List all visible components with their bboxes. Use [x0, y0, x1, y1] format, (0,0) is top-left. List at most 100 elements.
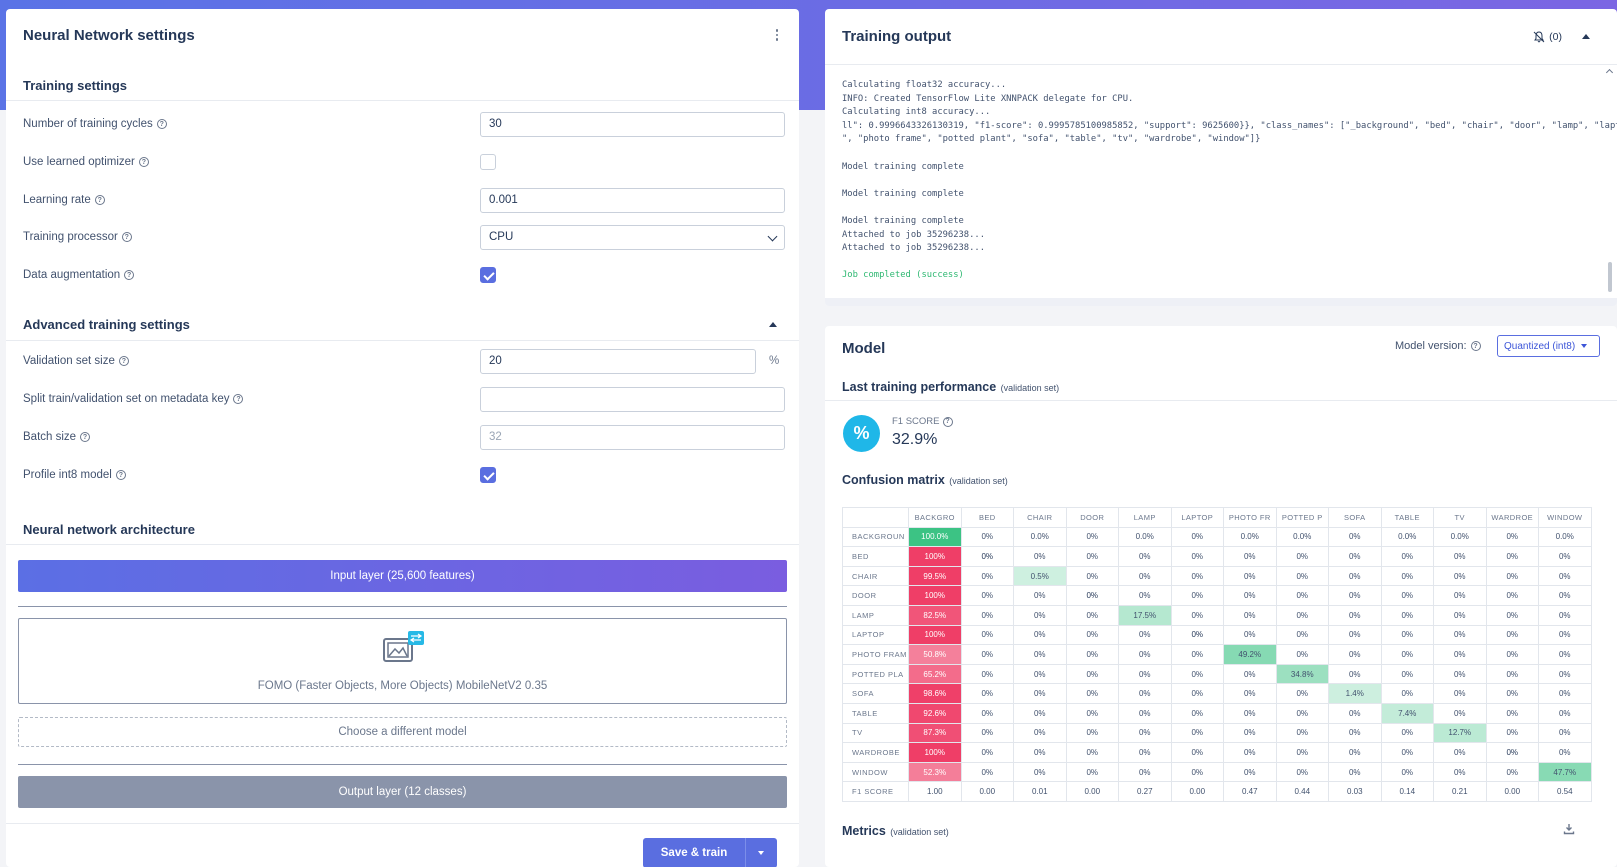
output-layer[interactable]: Output layer (12 classes) [18, 776, 787, 808]
image-swap-icon [380, 629, 426, 665]
cm-f1-cell: 0.03 [1328, 781, 1382, 802]
cm-cell: 0% [1170, 702, 1224, 724]
cm-row-header: LAPTOP [842, 624, 909, 646]
chevron-down-icon [758, 851, 764, 855]
log-line: Calculating float32 accuracy... [842, 80, 1007, 90]
validation-input[interactable]: 20 [480, 348, 756, 374]
f1-value: 32.9% [892, 431, 938, 448]
collapse-icon[interactable] [1582, 34, 1590, 39]
cm-cell: 0% [1380, 585, 1434, 606]
augmentation-checkbox[interactable] [480, 267, 496, 283]
cm-cell: 0% [1485, 761, 1539, 783]
cm-cell: 0% [1275, 742, 1329, 763]
scrollbar-thumb[interactable] [1608, 262, 1612, 292]
cm-f1-row: F1 SCORE 1.00 0.00 0.01 0.00 0.27 0.00 0.47 0.44… [842, 781, 1592, 802]
save-train-button[interactable]: Save & train [643, 838, 745, 867]
profile-int8-checkbox[interactable] [480, 467, 496, 483]
processor-select[interactable]: CPU [480, 224, 785, 250]
help-icon[interactable]: ? [118, 356, 129, 366]
notifications-toggle[interactable]: (0) [1533, 31, 1562, 43]
cm-cell: 0% [960, 683, 1014, 704]
cm-cell: 98.6% [908, 683, 962, 704]
cm-cell: 0.5% [1013, 565, 1067, 587]
cm-cell: 0% [1275, 683, 1329, 704]
nn-settings-card: Neural Network settings Training setting… [6, 9, 799, 867]
confusion-matrix: BACKGRO BED CHAIR DOOR LAMP LAPTOP PHOTO FR POT… [842, 507, 1592, 802]
cm-cell: 0% [1223, 663, 1277, 685]
output-title: Training output [842, 28, 952, 45]
optimizer-checkbox[interactable] [480, 154, 496, 170]
split-key-input[interactable] [480, 386, 785, 412]
cm-row: SOFA 98.6% 0% 0% 0% 0% 0% 0% 0% 1.4% 0% 0% 0% 0% [842, 683, 1592, 704]
help-icon[interactable]: ? [138, 157, 149, 167]
split-key-row: Split train/validation set on metadata k… [6, 385, 799, 413]
cm-f1-cell: 0.47 [1223, 781, 1277, 802]
cm-cell: 0% [1223, 604, 1277, 626]
cm-cell: 0% [1118, 663, 1172, 685]
cm-cell: 100% [908, 742, 962, 763]
cm-column-header: SOFA [1328, 507, 1382, 528]
cm-cell: 0% [1538, 644, 1592, 665]
more-options-icon[interactable] [772, 29, 782, 41]
cm-row: BACKGROUN 100.0% 0% 0.0% 0% 0.0% 0% 0.0% 0.0% 0% 0… [842, 526, 1592, 548]
cm-row: LAMP 82.5% 0% 0% 0% 17.5% 0% 0% 0% 0% 0% 0% 0% 0% [842, 604, 1592, 626]
cm-f1-cell: 0.01 [1013, 781, 1067, 802]
cm-cell: 100% [908, 585, 962, 606]
validation-row: Validation set size? 20 % [6, 347, 799, 375]
cm-f1-cell: 0.00 [960, 781, 1014, 802]
collapse-icon[interactable] [769, 322, 777, 327]
cm-cell: 0% [1433, 565, 1487, 587]
log-scrollbar[interactable] [1605, 68, 1614, 306]
cycles-input[interactable]: 30 [480, 111, 785, 137]
cycles-row: Number of training cycles? 30 [6, 110, 799, 138]
cm-corner [842, 507, 909, 528]
cm-cell: 0% [960, 663, 1014, 685]
validation-label: Validation set size [23, 355, 115, 367]
help-icon[interactable]: ? [115, 470, 126, 480]
cm-cell: 0% [1275, 624, 1329, 646]
model-block[interactable]: FOMO (Faster Objects, More Objects) Mobi… [18, 618, 787, 704]
advanced-header[interactable]: Advanced training settings [6, 317, 799, 332]
choose-model-button[interactable]: Choose a different model [18, 717, 787, 747]
cm-cell: 0% [1538, 702, 1592, 724]
cm-column-header: PHOTO FR [1223, 507, 1277, 528]
save-train-dropdown[interactable] [745, 838, 777, 867]
cm-cell: 0% [1485, 644, 1539, 665]
cm-cell: 0% [960, 526, 1014, 548]
cm-cell: 0% [1118, 722, 1172, 744]
download-icon[interactable] [1563, 823, 1575, 835]
training-output-card: Training output (0) Calculating float32 … [825, 9, 1617, 306]
log-line: Job completed (success) [842, 270, 964, 281]
cm-row-header: DOOR [842, 585, 909, 606]
cm-cell: 0% [1538, 624, 1592, 646]
cm-cell: 0% [1380, 644, 1434, 665]
learning-rate-input[interactable]: 0.001 [480, 187, 785, 213]
metrics-title: Metrics [842, 824, 886, 838]
batch-input[interactable]: 32 [480, 424, 785, 450]
cm-row: TV 87.3% 0% 0% 0% 0% 0% 0% 0% 0% 0% 12.7% 0% 0% [842, 722, 1592, 744]
help-icon[interactable]: ? [94, 195, 105, 205]
divider [18, 606, 787, 607]
help-icon[interactable]: ? [124, 270, 135, 280]
model-version-select[interactable]: Quantized (int8) [1497, 335, 1600, 357]
last-perf-note: (validation set) [1000, 383, 1060, 393]
help-icon[interactable]: ? [942, 416, 953, 427]
cm-f1-cell: 0.27 [1118, 781, 1172, 802]
cm-row: WARDROBE 100% 0% 0% 0% 0% 0% 0% 0% 0% 0% 0% 0% 0% [842, 742, 1592, 763]
help-icon[interactable]: ? [121, 232, 132, 242]
input-layer[interactable]: Input layer (25,600 features) [18, 560, 787, 592]
log-line [842, 256, 1592, 270]
cm-cell: 0% [1013, 742, 1067, 763]
cm-cell: 0% [1065, 644, 1119, 665]
cm-cell: 0% [1223, 761, 1277, 783]
help-icon[interactable]: ? [233, 394, 244, 404]
cm-cell: 0% [1485, 526, 1539, 548]
cm-row: PHOTO FRAM 50.8% 0% 0% 0% 0% 0% 49.2% 0% 0% 0% 0% 0%… [842, 644, 1592, 665]
cm-row: DOOR 100% 0% 0% 0% 0% 0% 0% 0% 0% 0% 0% 0% 0% [842, 585, 1592, 606]
help-icon[interactable]: ? [80, 432, 91, 442]
scroll-up-icon[interactable] [1605, 68, 1614, 77]
help-icon[interactable]: ? [1470, 341, 1481, 351]
training-settings-title: Training settings [23, 78, 128, 93]
optimizer-row: Use learned optimizer? [6, 148, 799, 176]
help-icon[interactable]: ? [156, 119, 167, 129]
